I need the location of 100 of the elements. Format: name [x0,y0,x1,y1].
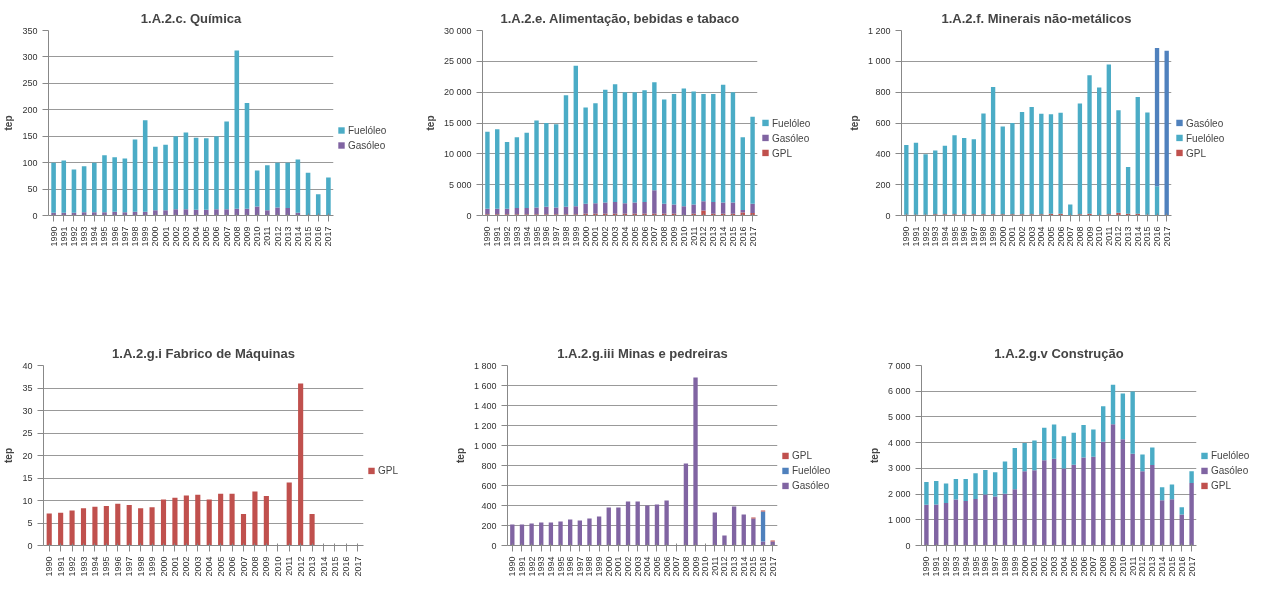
x-tick-label: 2001 [613,556,624,577]
legend-label: Fuelóleo [348,124,387,136]
x-tick-label: 2008 [659,226,670,247]
x-tick-label: 2003 [1049,556,1060,577]
x-tick-label: 1990 [48,226,59,247]
x-tick-label: 2013 [708,226,719,247]
y-tick-label: 20 000 [443,87,472,98]
legend-label: Fuelóleo [792,464,831,476]
x-tick-label: 1997 [968,226,979,247]
legend-label: Gasóleo [1186,117,1224,128]
x-tick-label: 2001 [1007,226,1018,247]
y-tick-label: 2 000 [887,489,911,500]
x-tick-label: 2007 [221,226,232,247]
x-tick-label: 1993 [930,226,941,247]
x-tick-label: 1999 [140,226,151,247]
x-tick-label: 2016 [341,556,352,577]
x-tick-label: 1990 [901,226,912,247]
y-axis-title: tep [424,115,436,131]
x-tick-label: 2013 [307,556,318,577]
x-tick-label: 1996 [541,226,552,247]
x-tick-label: 1992 [502,226,513,247]
x-tick-label: 2014 [738,556,749,577]
y-tick-label: 0 [466,210,472,221]
y-tick-label: 10 000 [443,148,472,159]
legend-label: Fuelóleo [772,117,811,128]
x-tick-label: 2002 [623,556,634,577]
x-tick-label: 2004 [642,556,653,577]
x-tick-label: 2015 [748,556,759,577]
x-tick-label: 2006 [1055,226,1066,247]
x-tick-label: 2011 [262,226,273,246]
y-tick-label: 250 [22,78,38,89]
chart-title: 1.A.2.f. Minerais não-metálicos [941,10,1132,26]
y-tick-label: 200 [481,520,497,531]
x-tick-label: 2008 [1074,226,1085,247]
x-tick-label: 1996 [109,226,120,247]
y-tick-label: 1 200 [867,25,891,36]
x-tick-label: 1995 [949,226,960,247]
x-tick-label: 1996 [112,556,123,577]
y-tick-label: 600 [481,480,497,491]
x-tick-label: 2008 [249,556,260,577]
x-tick-label: 2013 [1123,226,1134,247]
x-tick-label: 2005 [1068,556,1079,577]
x-tick-label: 1999 [147,556,158,577]
y-tick-label: 1 000 [867,56,891,67]
x-tick-label: 2004 [204,556,215,577]
x-tick-label: 1996 [980,556,991,577]
x-tick-label: 2007 [238,556,249,577]
y-tick-label: 0 [32,210,38,221]
y-tick-label: 400 [481,500,497,511]
x-tick-label: 1991 [58,226,69,247]
x-tick-label: 2004 [619,226,630,247]
x-tick-label: 2011 [688,226,699,246]
x-tick-label: 2001 [590,226,601,247]
x-tick-label: 1997 [990,556,1001,577]
x-tick-label: 1995 [555,556,566,577]
x-tick-label: 1990 [44,556,55,577]
x-tick-label: 2014 [718,226,729,247]
x-tick-label: 2011 [284,556,295,576]
x-tick-label: 1998 [584,556,595,577]
y-tick-label: 350 [22,25,38,36]
x-tick-label: 2016 [1176,556,1187,577]
legend-label: GPL [792,449,813,461]
x-tick-label: 1994 [89,556,100,577]
x-tick-label: 2010 [1094,226,1105,247]
y-tick-label: 30 [22,405,33,416]
y-axis-title: tep [3,115,15,131]
x-tick-label: 2010 [272,556,283,577]
chart-title: 1.A.2.g.v Construção [994,345,1124,361]
x-tick-label: 1998 [560,226,571,247]
x-tick-label: 1996 [959,226,970,247]
x-tick-label: 1994 [939,226,950,247]
x-tick-label: 2006 [211,226,222,247]
x-tick-label: 2001 [160,226,171,247]
y-tick-label: 100 [22,157,38,168]
x-tick-label: 2004 [1036,226,1047,247]
y-tick-label: 1 000 [473,440,497,451]
x-tick-label: 2017 [767,556,778,577]
y-tick-label: 15 000 [443,118,472,128]
legend-label: Fuelóleo [1211,449,1250,461]
legend-label: Gasóleo [348,139,386,151]
chart-title: 1.A.2.c. Química [140,10,242,26]
y-tick-label: 400 [875,148,891,159]
y-tick-label: 10 [22,495,33,506]
y-tick-label: 0 [905,540,911,551]
x-tick-label: 1997 [124,556,135,577]
x-tick-label: 2009 [261,556,272,577]
x-tick-label: 2014 [318,556,329,577]
y-tick-label: 5 000 [448,179,472,190]
legend-label: GPL [1186,147,1207,158]
x-tick-label: 2006 [227,556,238,577]
x-tick-label: 1991 [55,556,66,577]
x-tick-label: 1992 [941,556,952,577]
x-tick-label: 2001 [169,556,180,577]
x-tick-label: 2009 [241,226,252,247]
x-tick-label: 1995 [101,556,112,577]
y-tick-label: 15 [22,473,33,483]
y-tick-label: 6 000 [887,386,911,397]
x-tick-label: 1991 [516,556,527,577]
x-tick-label: 2010 [700,556,711,577]
x-tick-label: 2007 [671,556,682,577]
